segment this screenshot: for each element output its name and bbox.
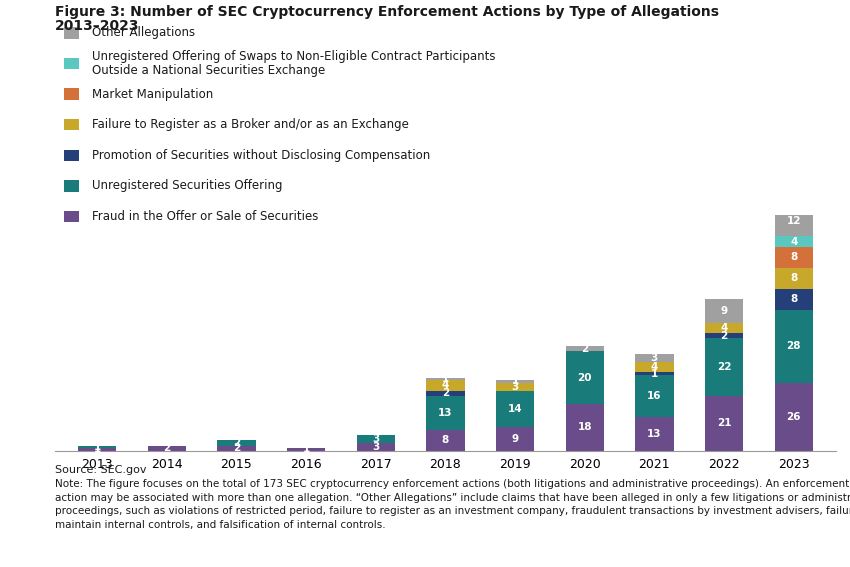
Text: 1: 1 bbox=[94, 442, 100, 452]
Text: 1: 1 bbox=[94, 445, 100, 455]
Bar bbox=[496, 383, 535, 391]
Bar bbox=[705, 299, 743, 323]
Text: 18: 18 bbox=[577, 422, 592, 432]
Text: Unregistered Offering of Swaps to Non-Eligible Contract Participants: Unregistered Offering of Swaps to Non-El… bbox=[92, 50, 496, 62]
Bar bbox=[635, 375, 673, 417]
Text: 16: 16 bbox=[647, 391, 661, 401]
Text: Outside a National Securities Exchange: Outside a National Securities Exchange bbox=[92, 65, 325, 77]
Bar bbox=[496, 428, 535, 451]
Text: Promotion of Securities without Disclosing Compensation: Promotion of Securities without Disclosi… bbox=[92, 149, 430, 162]
Text: 21: 21 bbox=[717, 418, 731, 428]
Bar bbox=[356, 443, 395, 451]
Text: 8: 8 bbox=[790, 294, 797, 304]
Bar bbox=[565, 346, 604, 352]
Bar bbox=[635, 354, 673, 362]
Bar bbox=[426, 430, 465, 451]
Text: 9: 9 bbox=[512, 434, 518, 444]
Text: 3: 3 bbox=[512, 382, 518, 392]
Text: 4: 4 bbox=[442, 380, 449, 391]
Text: 28: 28 bbox=[786, 341, 801, 351]
Bar bbox=[565, 352, 604, 404]
Bar bbox=[148, 446, 186, 451]
Text: 2: 2 bbox=[442, 388, 449, 398]
Text: Market Manipulation: Market Manipulation bbox=[92, 88, 213, 100]
Text: Note: The figure focuses on the total of 173 SEC cryptocurrency enforcement acti: Note: The figure focuses on the total of… bbox=[55, 479, 850, 530]
Bar bbox=[705, 338, 743, 396]
Text: 12: 12 bbox=[786, 215, 801, 226]
Text: Fraud in the Offer or Sale of Securities: Fraud in the Offer or Sale of Securities bbox=[92, 210, 318, 223]
Bar bbox=[774, 247, 813, 268]
Bar bbox=[218, 441, 256, 446]
Bar bbox=[635, 417, 673, 451]
Text: 4: 4 bbox=[651, 362, 658, 372]
Text: 13: 13 bbox=[438, 408, 453, 418]
Text: 4: 4 bbox=[790, 236, 797, 247]
Bar bbox=[774, 236, 813, 247]
Text: Unregistered Securities Offering: Unregistered Securities Offering bbox=[92, 180, 282, 192]
Bar bbox=[705, 323, 743, 333]
Text: Other Allegations: Other Allegations bbox=[92, 27, 195, 39]
Text: 2: 2 bbox=[163, 443, 170, 453]
Bar bbox=[774, 268, 813, 289]
Text: 3: 3 bbox=[372, 442, 379, 452]
Bar bbox=[774, 310, 813, 383]
Text: 8: 8 bbox=[442, 435, 449, 445]
Bar bbox=[78, 446, 116, 448]
Bar bbox=[426, 396, 465, 430]
Text: 3: 3 bbox=[372, 434, 379, 444]
Text: Figure 3: Number of SEC Cryptocurrency Enforcement Actions by Type of Allegation: Figure 3: Number of SEC Cryptocurrency E… bbox=[55, 5, 719, 19]
Text: 1: 1 bbox=[442, 374, 449, 384]
Bar bbox=[705, 396, 743, 451]
Bar bbox=[774, 383, 813, 451]
Bar bbox=[496, 380, 535, 383]
Text: 9: 9 bbox=[721, 306, 728, 316]
Text: 2: 2 bbox=[233, 438, 240, 448]
Bar bbox=[635, 373, 673, 375]
Bar bbox=[496, 391, 535, 428]
Text: 4: 4 bbox=[721, 323, 728, 333]
Bar bbox=[356, 435, 395, 443]
Text: 2013–2023: 2013–2023 bbox=[55, 19, 139, 33]
Text: 13: 13 bbox=[647, 429, 661, 439]
Text: 26: 26 bbox=[786, 412, 801, 422]
Text: 2: 2 bbox=[721, 331, 728, 341]
Text: 14: 14 bbox=[507, 404, 523, 414]
Bar bbox=[426, 380, 465, 391]
Bar bbox=[635, 362, 673, 373]
Text: Source: SEC.gov: Source: SEC.gov bbox=[55, 465, 147, 475]
Bar bbox=[774, 289, 813, 310]
Text: 20: 20 bbox=[577, 373, 592, 383]
Bar bbox=[426, 391, 465, 396]
Bar bbox=[705, 333, 743, 338]
Text: 2: 2 bbox=[233, 443, 240, 453]
Text: 2: 2 bbox=[581, 344, 588, 354]
Text: 1: 1 bbox=[651, 369, 658, 379]
Text: 8: 8 bbox=[790, 273, 797, 283]
Bar bbox=[774, 205, 813, 236]
Text: Failure to Register as a Broker and/or as an Exchange: Failure to Register as a Broker and/or a… bbox=[92, 119, 409, 131]
Bar bbox=[565, 404, 604, 451]
Bar bbox=[287, 448, 326, 451]
Text: 22: 22 bbox=[717, 362, 731, 372]
Text: 3: 3 bbox=[651, 353, 658, 363]
Bar bbox=[426, 378, 465, 380]
Bar bbox=[218, 446, 256, 451]
Text: 1: 1 bbox=[303, 445, 309, 455]
Text: 8: 8 bbox=[790, 252, 797, 263]
Bar bbox=[78, 448, 116, 451]
Text: 1: 1 bbox=[512, 376, 518, 387]
